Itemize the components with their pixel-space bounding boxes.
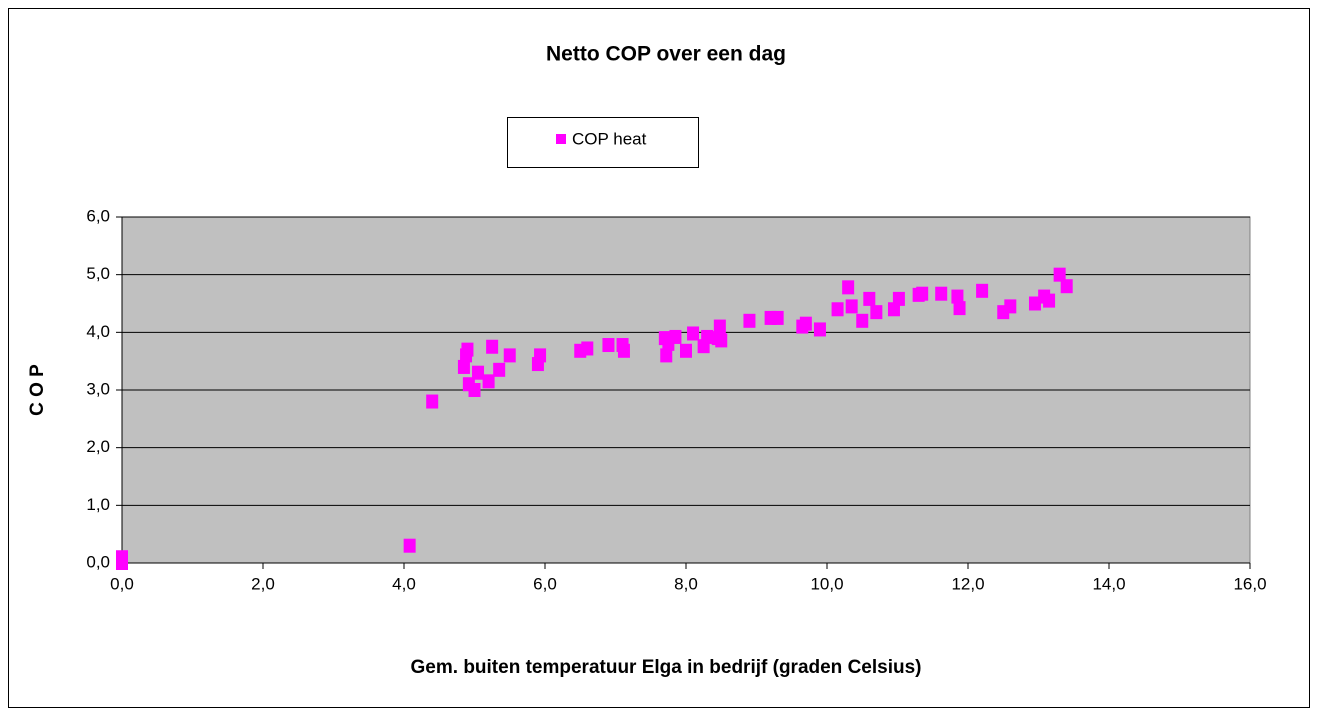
point (1053, 267, 1066, 282)
point (831, 302, 844, 317)
y-tick-label: 2,0 (86, 437, 110, 456)
y-axis-title: C O P (27, 364, 48, 416)
x-axis-title: Gem. buiten temperatuur Elga in bedrijf … (411, 657, 922, 678)
point (468, 383, 481, 397)
point (680, 343, 692, 358)
point (701, 329, 714, 344)
point (856, 313, 869, 328)
point (771, 310, 784, 325)
x-tick-label: 12,0 (951, 574, 984, 593)
point (534, 348, 547, 363)
point (687, 326, 700, 341)
point (713, 319, 726, 334)
point (602, 338, 615, 353)
point (863, 291, 876, 306)
point (951, 289, 964, 304)
x-tick-label: 8,0 (674, 574, 698, 593)
point (845, 299, 858, 314)
x-tick-label: 2,0 (251, 574, 275, 593)
point (660, 348, 673, 363)
point (870, 305, 883, 320)
point (486, 339, 499, 354)
point (976, 283, 989, 298)
point (116, 556, 128, 570)
point (457, 359, 470, 374)
point (1043, 293, 1056, 308)
point (813, 322, 826, 337)
point (426, 394, 439, 409)
point (669, 329, 682, 344)
point (743, 313, 756, 328)
point (581, 341, 594, 356)
legend (507, 117, 699, 168)
point (493, 362, 506, 377)
x-tick-label: 0,0 (110, 574, 134, 593)
point (472, 365, 485, 380)
x-tick-label: 16,0 (1233, 574, 1266, 593)
point (403, 538, 416, 553)
y-tick-label: 4,0 (86, 322, 110, 341)
y-tick-label: 1,0 (86, 495, 110, 514)
x-tick-label: 14,0 (1092, 574, 1125, 593)
point (1028, 296, 1041, 311)
point (1004, 299, 1017, 314)
point (715, 333, 728, 348)
point (799, 316, 812, 331)
point (461, 342, 474, 357)
point (916, 286, 929, 301)
point (503, 348, 516, 363)
point (935, 286, 948, 301)
chart-title: Netto COP over een dag (546, 43, 786, 66)
point (892, 291, 905, 306)
y-tick-label: 3,0 (86, 379, 110, 398)
legend-label: COP heat (572, 129, 647, 148)
x-tick-label: 6,0 (533, 574, 557, 593)
point (1060, 279, 1073, 294)
y-tick-label: 0,0 (86, 552, 110, 571)
point (953, 301, 966, 316)
point (482, 374, 495, 389)
legend-swatch (556, 134, 566, 144)
x-tick-label: 10,0 (810, 574, 843, 593)
y-tick-label: 5,0 (86, 264, 110, 283)
point (842, 280, 855, 295)
point (617, 343, 630, 358)
x-tick-label: 4,0 (392, 574, 416, 593)
y-tick-label: 6,0 (86, 206, 110, 225)
